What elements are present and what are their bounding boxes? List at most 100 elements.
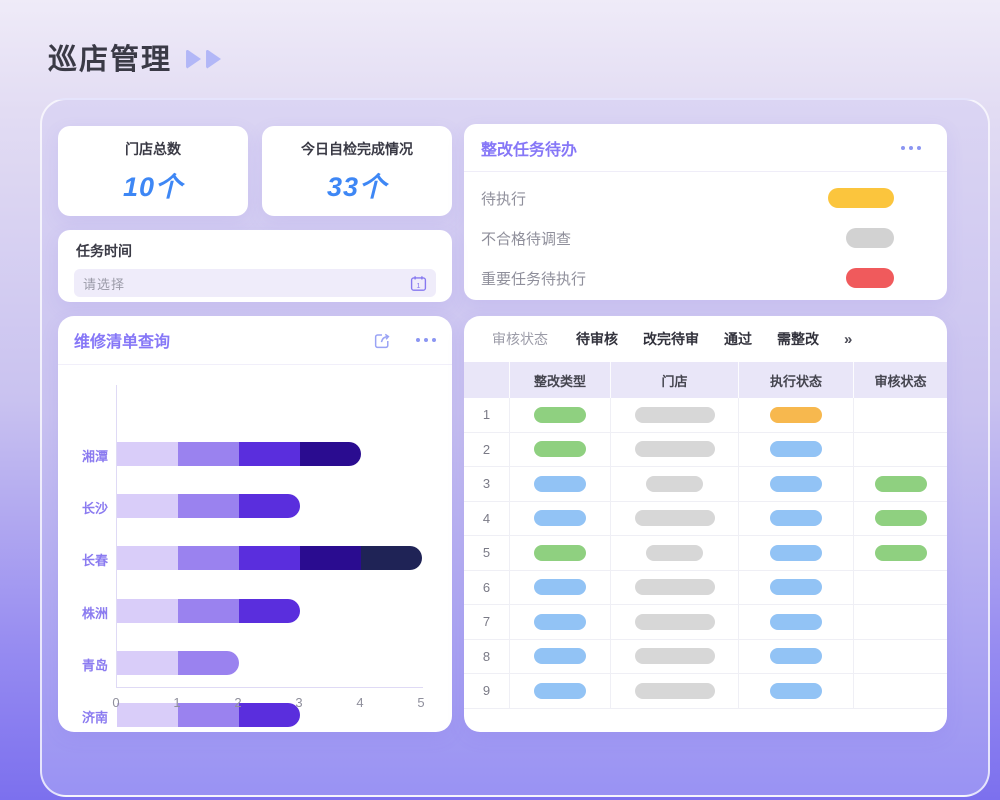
- tab-需整改[interactable]: 需整改: [777, 331, 819, 347]
- bar-segment: [117, 650, 178, 675]
- table-cell: [854, 502, 947, 536]
- todo-item-label: 待执行: [481, 190, 527, 208]
- table-row[interactable]: 6: [464, 570, 947, 605]
- blue-status-pill: [770, 510, 822, 527]
- orange-status-pill: [770, 406, 822, 423]
- tab-改完待审[interactable]: 改完待审: [643, 331, 699, 347]
- repair-list-panel: 维修清单查询 湘潭 长沙 长春 株洲 青岛 济南 0 1 2 3 4 5: [58, 316, 452, 732]
- table-row[interactable]: 8: [464, 639, 947, 674]
- bar-segment: [239, 703, 300, 727]
- status-pill: [828, 188, 894, 208]
- tab-待审核[interactable]: 待审核: [576, 331, 618, 347]
- row-number: 1: [464, 398, 510, 432]
- table-cell: [739, 467, 854, 501]
- table-cell: [739, 501, 854, 535]
- table-cell: [739, 674, 854, 708]
- column-header: 整改类型: [510, 362, 611, 398]
- share-icon[interactable]: [373, 331, 392, 350]
- stat-card-self-check: 今日自检完成情况 33个: [262, 126, 452, 216]
- stacked-bar: [117, 546, 422, 571]
- table-cell: [611, 674, 739, 708]
- table-cell: [854, 536, 947, 570]
- blue-status-pill: [770, 648, 822, 665]
- green-status-pill: [534, 406, 586, 423]
- table-cell: [854, 398, 947, 432]
- row-number: 6: [464, 570, 510, 604]
- calendar-icon[interactable]: 1: [410, 275, 427, 292]
- blue-status-pill: [534, 648, 586, 665]
- table-cell: [510, 674, 611, 708]
- double-arrow-icon: [186, 49, 222, 69]
- blue-status-pill: [770, 441, 822, 458]
- table-row[interactable]: 4: [464, 501, 947, 536]
- gray-status-pill: [634, 406, 715, 423]
- table-row[interactable]: 5: [464, 536, 947, 571]
- table-cell: [510, 570, 611, 604]
- gray-status-pill: [646, 544, 703, 561]
- row-number: 8: [464, 639, 510, 673]
- review-status-tabs: 审核状态 待审核 改完待审 通过 需整改 »: [464, 316, 947, 362]
- ellipsis-icon[interactable]: [416, 338, 436, 342]
- blue-status-pill: [534, 613, 586, 630]
- row-number: 5: [464, 536, 510, 570]
- blue-status-pill: [770, 544, 822, 561]
- bar-segment: [178, 494, 239, 519]
- table-cell: [739, 432, 854, 466]
- arrow-right-icon: [186, 49, 202, 69]
- todo-item[interactable]: 待执行: [464, 178, 947, 218]
- column-header: 执行状态: [739, 362, 854, 398]
- svg-text:1: 1: [416, 280, 420, 289]
- table-row[interactable]: 7: [464, 605, 947, 640]
- todo-item[interactable]: 不合格待调查: [464, 218, 947, 258]
- table-cell: [854, 674, 947, 708]
- ellipsis-icon[interactable]: [901, 145, 921, 150]
- bar-segment: [361, 546, 422, 571]
- stacked-bar: [117, 598, 300, 623]
- blue-status-pill: [534, 579, 586, 596]
- chart-x-tick: 5: [417, 695, 425, 710]
- repair-panel-header: 维修清单查询: [58, 316, 452, 365]
- table-cell: [854, 640, 947, 674]
- blue-status-pill: [770, 613, 822, 630]
- bar-segment: [178, 442, 239, 466]
- chart-category-label: 济南: [81, 710, 108, 725]
- table-cell: [611, 536, 739, 570]
- table-cell: [510, 432, 611, 466]
- tab-通过[interactable]: 通过: [724, 331, 752, 347]
- table-row[interactable]: 3: [464, 467, 947, 502]
- date-picker-input[interactable]: 请选择 1: [74, 269, 436, 297]
- chart-x-tick: 4: [356, 695, 364, 710]
- chart-category-label: 湘潭: [81, 449, 108, 464]
- table-cell: [854, 467, 947, 501]
- todo-item[interactable]: 重要任务待执行: [464, 258, 947, 298]
- bar-segment: [117, 598, 178, 623]
- column-header: 审核状态: [874, 373, 927, 389]
- bar-segment: [300, 442, 361, 466]
- table-row[interactable]: 2: [464, 432, 947, 467]
- page-header: 巡店管理: [48, 36, 222, 78]
- blue-status-pill: [770, 682, 822, 699]
- table-header-row: 整改类型 门店 执行状态 审核状态: [464, 362, 947, 398]
- chart-x-tick: 0: [112, 695, 120, 710]
- chart-y-axis: [116, 385, 117, 688]
- date-placeholder: 请选择: [83, 276, 126, 292]
- row-number: 9: [464, 674, 510, 708]
- bar-segment: [239, 546, 300, 571]
- bar-segment: [239, 598, 300, 623]
- status-pill: [846, 228, 894, 248]
- table-row[interactable]: 1: [464, 398, 947, 433]
- table-cell: [739, 605, 854, 639]
- table-cell: [611, 432, 739, 466]
- bar-segment: [117, 494, 178, 519]
- green-status-pill: [874, 544, 927, 561]
- gray-status-pill: [646, 475, 703, 492]
- more-tabs-chevron-icon[interactable]: »: [844, 330, 853, 348]
- table-cell: [854, 605, 947, 639]
- column-header: 门店: [611, 362, 739, 398]
- table-row[interactable]: 9: [464, 674, 947, 709]
- stat-label: 今日自检完成情况: [301, 140, 413, 157]
- stat-value: 33个: [326, 171, 388, 202]
- todo-panel-header: 整改任务待办: [464, 124, 947, 172]
